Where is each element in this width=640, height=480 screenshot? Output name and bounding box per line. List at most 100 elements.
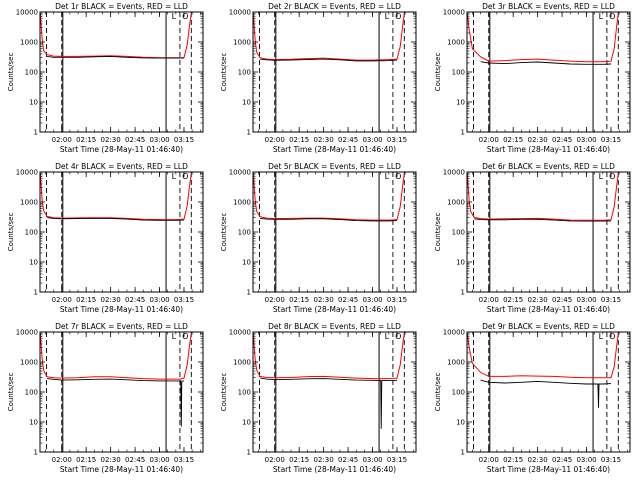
y-tick-label: 10000 [229,329,251,337]
lld-series-line [467,333,619,379]
annotation-label: L [172,332,177,341]
x-tick-label: 03:00 [149,296,169,304]
events-series-line [47,378,185,427]
x-tick-label: 02:30 [101,456,121,464]
x-axis-label: Start Time (28-May-11 01:46:40) [487,305,610,314]
panel-title: Det 9r BLACK = Events, RED = LLD [482,322,615,331]
y-tick-label: 10000 [16,9,38,17]
annotation-label: O [395,332,401,341]
x-tick-label: 02:00 [479,136,499,144]
panel-title: Det 6r BLACK = Events, RED = LLD [482,162,615,171]
x-tick-label: 02:45 [338,456,358,464]
x-tick-label: 02:15 [289,456,309,464]
x-tick-label: 02:30 [101,136,121,144]
y-tick-label: 1000 [233,199,251,207]
x-tick-label: 03:00 [362,296,382,304]
x-axis-label: Start Time (28-May-11 01:46:40) [60,305,183,314]
panel-title: Det 2r BLACK = Events, RED = LLD [268,2,401,11]
x-tick-label: 02:45 [338,136,358,144]
x-tick-label: 02:45 [552,296,572,304]
x-tick-label: 02:00 [479,296,499,304]
y-tick-label: 100 [25,69,38,77]
x-tick-label: 02:30 [101,296,121,304]
y-tick-label: 1000 [20,359,38,367]
y-tick-label: 100 [238,389,251,397]
x-tick-label: 03:00 [576,296,596,304]
annotation-label: O [395,12,401,21]
x-tick-label: 02:00 [52,456,72,464]
events-series-line [480,379,612,408]
y-axis-label: Counts/sec [434,373,442,412]
x-tick-label: 02:15 [503,296,523,304]
y-tick-label: 1 [461,129,465,137]
x-tick-label: 02:00 [265,296,285,304]
x-tick-label: 02:45 [552,456,572,464]
plot-frame [252,171,417,293]
x-tick-label: 02:15 [76,456,96,464]
y-tick-label: 10000 [16,329,38,337]
y-tick-label: 100 [238,69,251,77]
events-series-line [474,218,612,222]
y-tick-label: 10000 [443,329,465,337]
y-tick-label: 1000 [447,199,465,207]
y-tick-label: 10 [456,99,465,107]
y-tick-label: 10 [242,419,251,427]
x-axis-label: Start Time (28-May-11 01:46:40) [273,465,396,474]
events-series-line [47,217,185,221]
x-axis-label: Start Time (28-May-11 01:46:40) [60,465,183,474]
x-tick-label: 02:00 [52,136,72,144]
plot-frame [39,171,204,293]
y-tick-label: 100 [238,229,251,237]
x-tick-label: 03:00 [149,456,169,464]
panel-title: Det 7r BLACK = Events, RED = LLD [55,322,188,331]
y-axis-label: Counts/sec [220,213,228,252]
plot-frame [466,11,631,133]
x-tick-label: 02:30 [528,456,548,464]
y-tick-label: 1 [34,289,38,297]
x-tick-label: 03:15 [174,136,194,144]
y-tick-label: 10 [29,259,38,267]
x-tick-label: 02:15 [76,296,96,304]
plot-data-group [40,172,192,292]
lld-series-line [467,13,619,63]
x-tick-label: 02:30 [528,296,548,304]
plot-frame [39,331,204,453]
plot-data-group [40,332,192,452]
annotation-label: O [182,332,188,341]
x-tick-label: 02:00 [265,136,285,144]
annotation-label: L [385,332,390,341]
y-tick-label: 1 [461,289,465,297]
x-tick-label: 02:45 [125,296,145,304]
lld-series-line [40,173,192,221]
x-tick-label: 03:15 [174,456,194,464]
x-tick-label: 02:30 [314,296,334,304]
panel-title: Det 8r BLACK = Events, RED = LLD [268,322,401,331]
plot-frame [466,171,631,293]
annotation-label: O [609,172,615,181]
plot-data-group [253,12,405,132]
events-series-line [480,61,612,65]
annotation-label: L [599,12,604,21]
plot-data-group [40,12,192,132]
x-tick-label: 03:15 [387,136,407,144]
events-series-line [47,55,184,59]
plot-frame [252,331,417,453]
x-tick-label: 02:30 [314,456,334,464]
y-tick-label: 10 [242,259,251,267]
y-axis-label: Counts/sec [434,53,442,92]
y-tick-label: 1000 [447,359,465,367]
x-tick-label: 03:00 [576,456,596,464]
x-tick-label: 02:30 [528,136,548,144]
x-tick-label: 03:00 [576,136,596,144]
y-tick-label: 1000 [447,39,465,47]
lld-series-line [40,13,192,59]
x-axis-label: Start Time (28-May-11 01:46:40) [273,145,396,154]
annotation-label: O [182,12,188,21]
